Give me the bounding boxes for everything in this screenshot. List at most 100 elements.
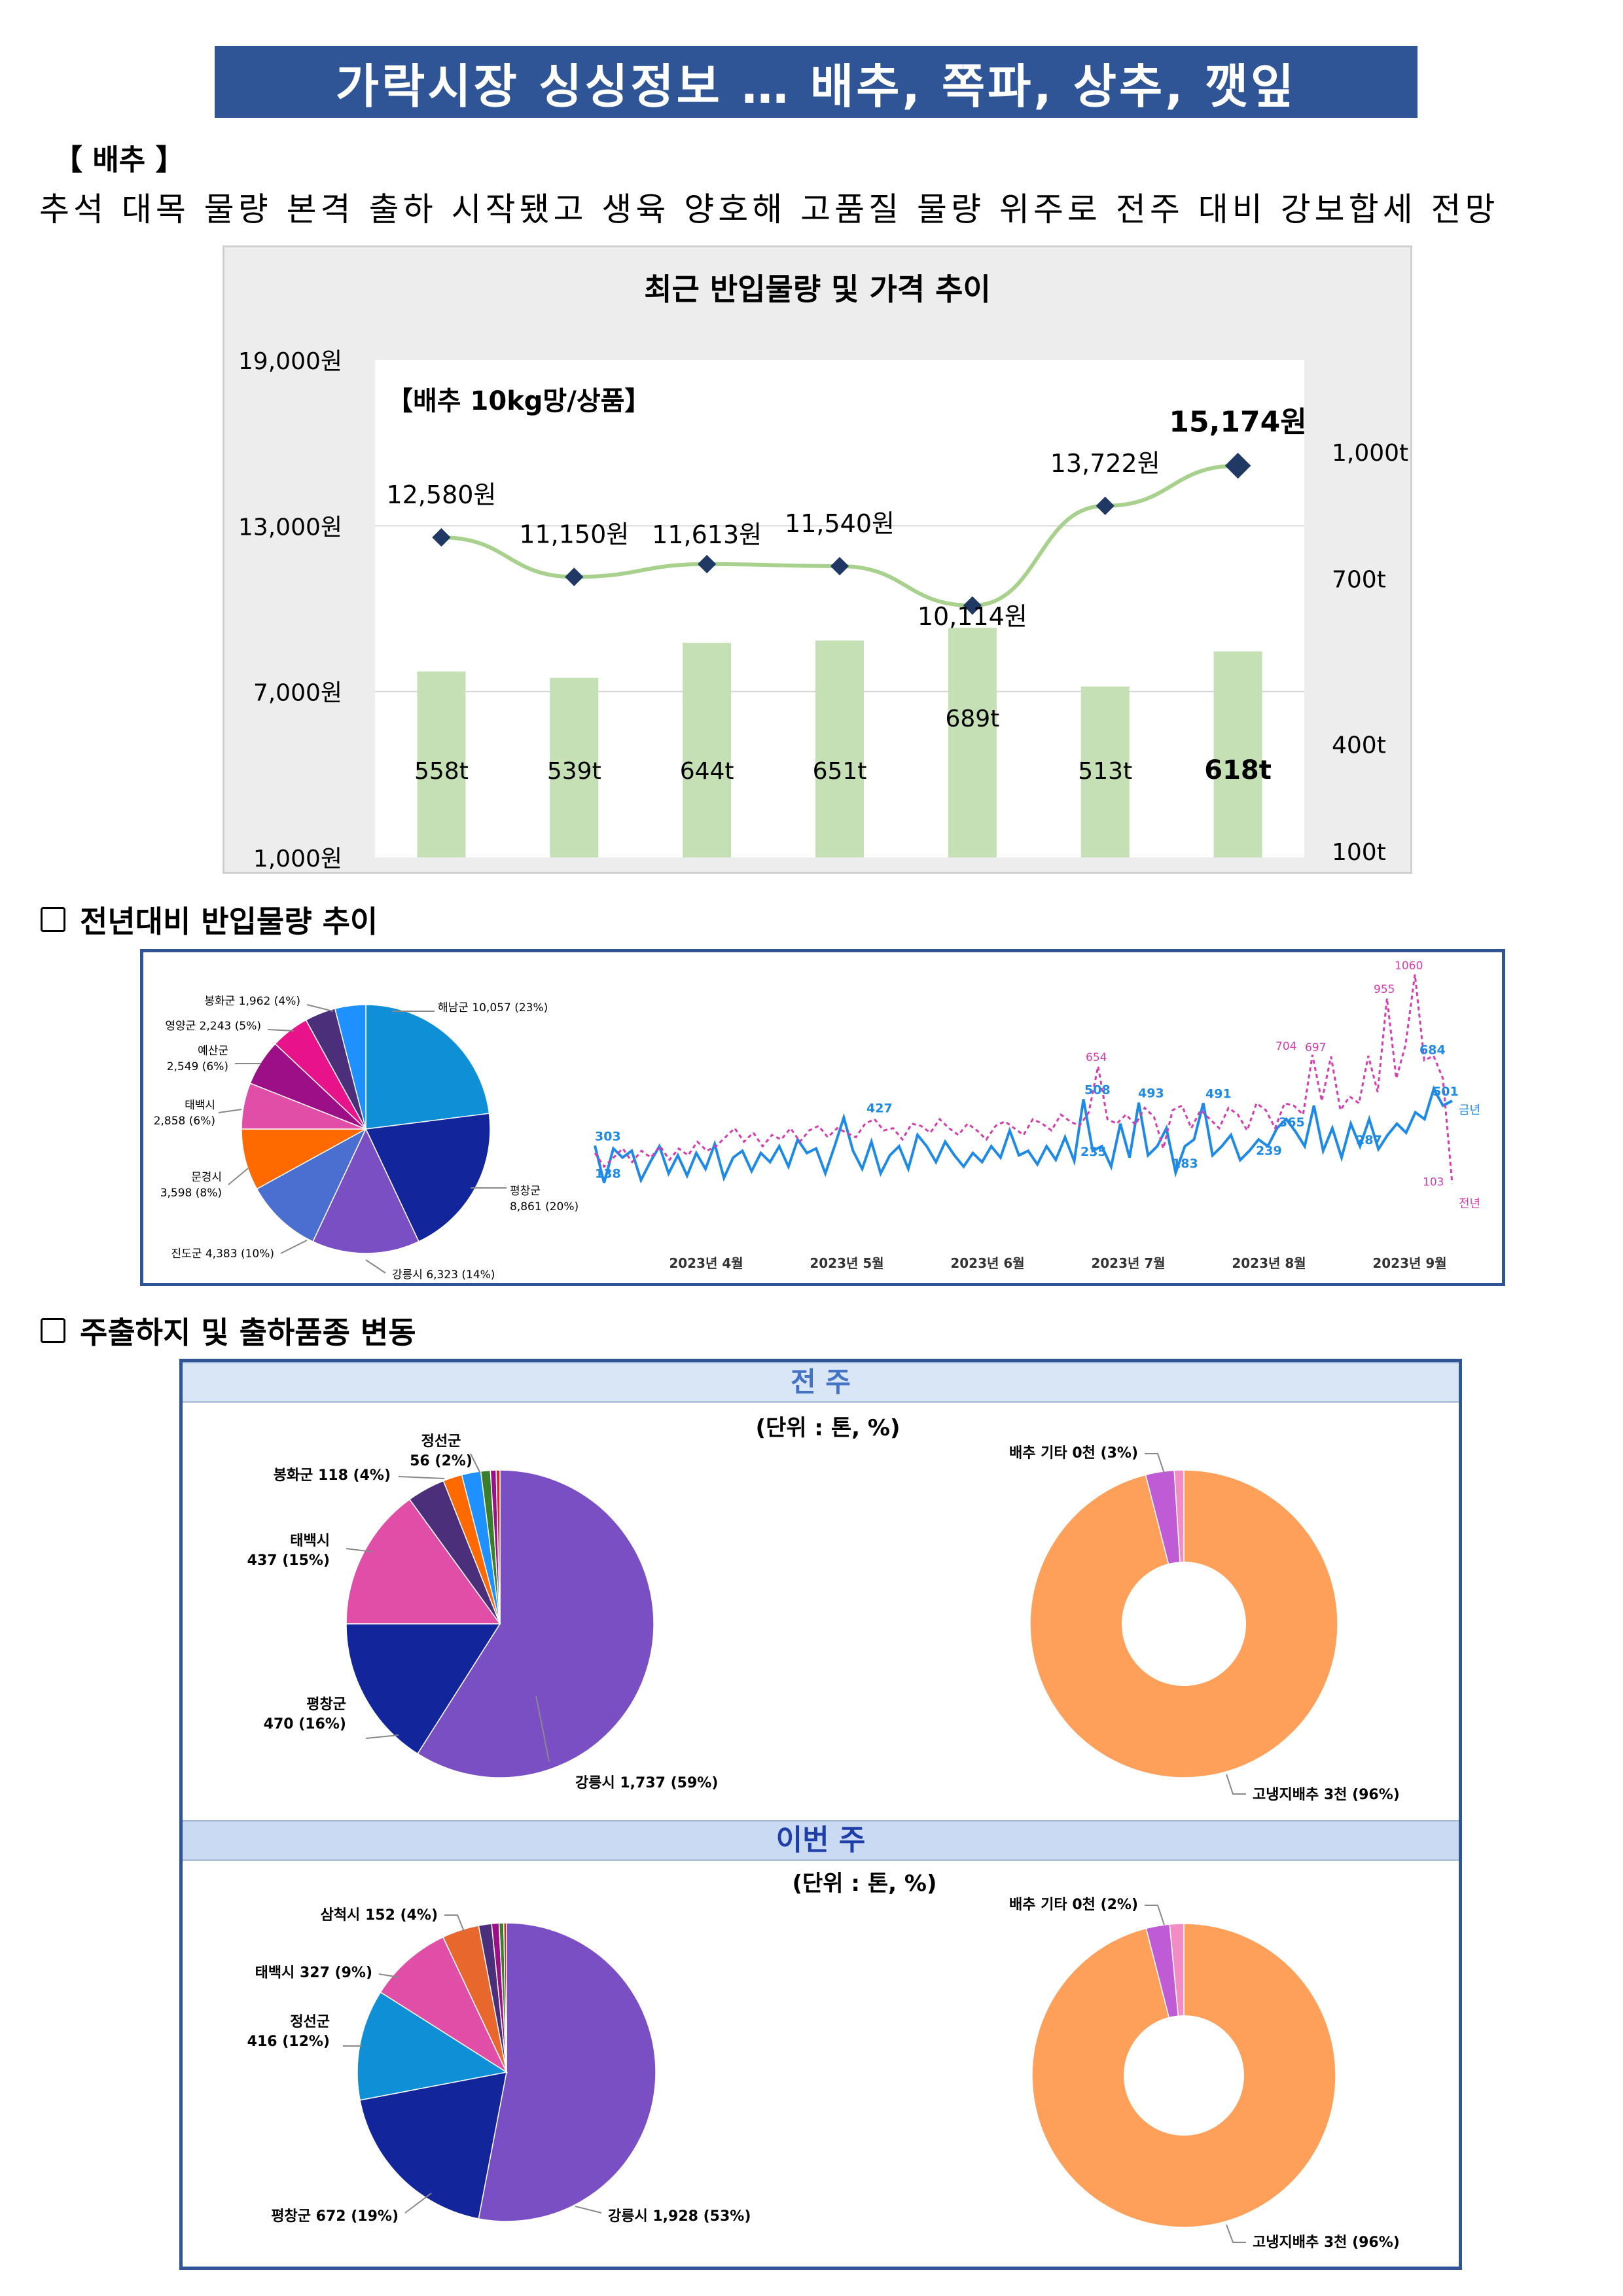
price-marker <box>1096 496 1115 515</box>
pie-slice <box>334 1004 366 1130</box>
weekly-heading-label: 주출하지 및 출하품종 변동 <box>80 1315 416 1350</box>
slice-label: 437 (15%) <box>247 1552 330 1569</box>
price-marker <box>432 528 451 547</box>
right-axis-tick: 1,000t <box>1332 440 1408 467</box>
data-label: 955 <box>1374 983 1395 996</box>
leader-line <box>1145 1905 1165 1926</box>
series-line <box>594 974 1454 1184</box>
yoy-heading: 전년대비 반입물량 추이 <box>41 898 378 941</box>
price-label: 11,613원 <box>652 520 762 549</box>
leader-line <box>365 1734 399 1739</box>
price-volume-chart-svg: 최근 반입물량 및 가격 추이 558t09.04(월)539t09.05(화)… <box>238 272 1408 910</box>
weekly-heading: 주출하지 및 출하품종 변동 <box>41 1309 416 1352</box>
volume-label: 558t <box>414 758 469 785</box>
slice-label: 56 (2%) <box>410 1453 473 1469</box>
leader-line <box>1226 1774 1246 1795</box>
pie-slice <box>241 1128 366 1190</box>
leader-line <box>470 1453 481 1474</box>
price-label: 10,114원 <box>918 602 1027 631</box>
right-axis-tick: 700t <box>1332 566 1386 593</box>
slice-label: 강릉시 1,737 (59%) <box>575 1775 718 1791</box>
slice-label: 진도군 4,383 (10%) <box>171 1247 274 1261</box>
price-marker <box>830 556 849 576</box>
left-axis-tick: 13,000원 <box>238 514 342 541</box>
right-axis-tick: 100t <box>1332 839 1386 866</box>
data-label: 684 <box>1419 1043 1446 1058</box>
leader-line <box>228 1168 249 1185</box>
leader-line <box>575 2206 602 2214</box>
leader-line <box>398 1476 445 1479</box>
slice-label: 평창군 <box>510 1185 541 1198</box>
slice-label: 평창군 <box>306 1696 346 1713</box>
slice-label: 태백시 327 (9%) <box>255 1965 372 1981</box>
data-label: 287 <box>1356 1133 1382 1147</box>
unit-label-this-week: (단위 : 톤, %) <box>792 1871 936 1897</box>
pie-slice <box>417 1469 654 1778</box>
slice-label: 태백시 <box>290 1533 330 1549</box>
slice-label: 2,858 (6%) <box>154 1115 215 1128</box>
data-label: 493 <box>1138 1086 1164 1101</box>
slice-label: 해남군 10,057 (23%) <box>438 1001 548 1014</box>
slice-label: 태백시 <box>185 1099 215 1112</box>
yoy-heading-label: 전년대비 반입물량 추이 <box>80 904 378 939</box>
data-label: 508 <box>1084 1083 1111 1098</box>
x-axis-tick: 2023년 6월 <box>950 1255 1024 1271</box>
volume-bar <box>948 628 997 857</box>
legend-label: 전년 <box>1459 1197 1480 1211</box>
chart-title: 최근 반입물량 및 가격 추이 <box>644 272 991 307</box>
data-label: 365 <box>1279 1115 1305 1130</box>
data-label: 239 <box>1256 1143 1282 1158</box>
price-marker <box>698 554 717 574</box>
slice-label: 8,861 (20%) <box>510 1200 579 1213</box>
volume-label: 513t <box>1078 758 1132 785</box>
slice-label: 영양군 2,243 (5%) <box>165 1020 261 1033</box>
slice-label: 고냉지배추 3천 (96%) <box>1253 1787 1400 1803</box>
volume-bar <box>550 677 599 857</box>
volume-bar <box>683 643 732 857</box>
volume-label: 644t <box>680 758 734 785</box>
volume-bar <box>417 671 466 857</box>
volume-label: 651t <box>813 758 867 785</box>
pie-slice <box>495 1469 501 1624</box>
price-label: 11,150원 <box>519 520 629 548</box>
pie-slice <box>346 1623 501 1755</box>
weekly-svg: (단위 : 톤, %) (단위 : 톤, %) 강릉시 1,737 (59%) 평… <box>247 1415 1400 2251</box>
leader-line <box>365 1259 386 1274</box>
slice-label: 삼척시 152 (4%) <box>321 1907 438 1924</box>
slice-label: 봉화군 1,962 (4%) <box>204 995 300 1008</box>
price-volume-chart: 최근 반입물량 및 가격 추이 558t09.04(월)539t09.05(화)… <box>223 245 1412 910</box>
price-label: 11,540원 <box>785 509 895 538</box>
product-spec-label: 【배추 10kg망/상품】 <box>387 386 651 416</box>
leader-line <box>444 1914 465 1932</box>
slice-label: 강릉시 6,323 (14%) <box>392 1268 495 1282</box>
pie-slice <box>478 1922 656 2222</box>
checkbox-icon <box>41 907 65 932</box>
band-last-week: 전 주 <box>183 1362 1459 1403</box>
summary-text: 추석 대목 물량 본격 출하 시작됐고 생육 양호해 고품질 물량 위주로 전주… <box>39 190 1499 228</box>
slice-label: 배추 기타 0천 (3%) <box>1009 1445 1138 1462</box>
data-label: 704 <box>1275 1040 1296 1053</box>
volume-label: 689t <box>945 706 999 732</box>
slice-label: 고냉지배추 3천 (96%) <box>1253 2234 1400 2251</box>
page-title: 가락시장 싱싱정보 … 배추, 쪽파, 상추, 깻잎 <box>335 58 1297 114</box>
pie-slice <box>365 1113 491 1242</box>
right-axis-tick: 400t <box>1332 732 1386 759</box>
x-axis-tick: 2023년 4월 <box>669 1255 743 1271</box>
x-axis-tick: 2023년 5월 <box>810 1255 883 1271</box>
data-label: 427 <box>866 1101 893 1115</box>
checkbox-icon <box>41 1318 65 1343</box>
weekly-panel: 전 주 이번 주 (단위 : 톤, %) (단위 : 톤, %) 강릉시 1,7… <box>179 1359 1462 2270</box>
x-axis-tick: 2023년 7월 <box>1091 1255 1165 1271</box>
donut-hole <box>1122 1562 1246 1686</box>
band-this-week: 이번 주 <box>183 1820 1459 1861</box>
volume-label: 539t <box>547 758 601 785</box>
data-label: 491 <box>1205 1086 1232 1101</box>
leader-line <box>535 1695 550 1762</box>
title-banner: 가락시장 싱싱정보 … 배추, 쪽파, 상추, 깻잎 <box>215 46 1418 118</box>
data-label: 1060 <box>1395 960 1423 973</box>
volume-bar <box>1080 686 1130 857</box>
band-this-week-label: 이번 주 <box>776 1823 866 1857</box>
left-axis-tick: 1,000원 <box>253 846 342 872</box>
slice-label: 강릉시 1,928 (53%) <box>608 2208 751 2225</box>
pie-slice <box>357 1991 508 2101</box>
